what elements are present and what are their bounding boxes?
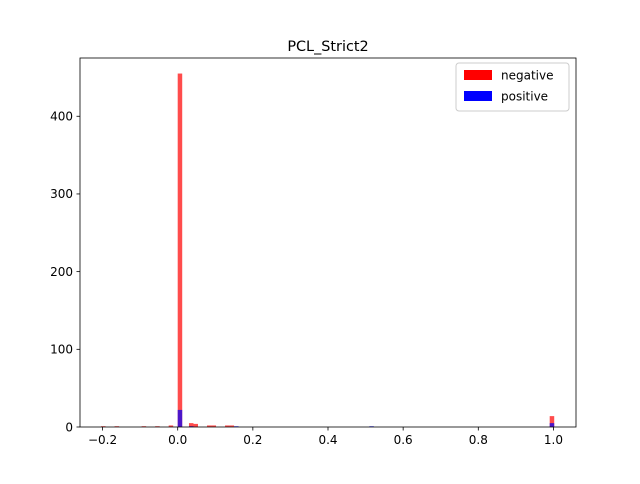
histogram-bar-negative (229, 425, 235, 427)
x-tick-label: 0.6 (394, 433, 413, 447)
x-tick-label: 0.2 (243, 433, 262, 447)
histogram-bar-negative (177, 73, 183, 427)
histogram-bar-positive (549, 423, 555, 427)
histogram-bar-negative (549, 416, 555, 427)
y-tick-label: 200 (50, 265, 73, 279)
legend-label-negative: negative (501, 69, 553, 83)
y-tick-label: 300 (50, 187, 73, 201)
histogram-bar-negative (225, 425, 230, 427)
chart-title: PCL_Strict2 (287, 39, 368, 55)
y-tick-label: 0 (65, 420, 73, 434)
y-tick-label: 400 (50, 110, 73, 124)
histogram-bar-negative (193, 423, 198, 427)
histogram-bar-positive (177, 409, 183, 427)
x-tick-label: 0.0 (168, 433, 187, 447)
legend-swatch-positive (464, 91, 492, 101)
histogram-bar-negative (188, 423, 194, 427)
x-tick-label: 0.4 (318, 433, 337, 447)
legend-label-positive: positive (501, 90, 548, 104)
legend-swatch-negative (464, 70, 492, 80)
histogram-bar-negative (207, 425, 212, 427)
x-tick-label: 1.0 (544, 433, 563, 447)
axes-layer: −0.2 0.0 0.2 0.4 0.6 0.8 1.0 0 100 200 300 400 (50, 57, 577, 447)
y-tick-label: 100 (50, 343, 73, 357)
x-tick-label: −0.2 (88, 433, 117, 447)
histogram-bar-negative (211, 425, 217, 427)
legend: negative positive (455, 62, 570, 112)
bars-layer (101, 73, 555, 427)
x-tick-label: 0.8 (469, 433, 488, 447)
histogram-bar-negative (168, 425, 174, 427)
